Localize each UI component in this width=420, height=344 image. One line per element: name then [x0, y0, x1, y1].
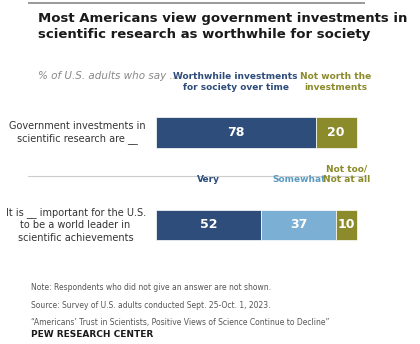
FancyBboxPatch shape	[156, 209, 261, 240]
Text: Note: Respondents who did not give an answer are not shown.: Note: Respondents who did not give an an…	[31, 283, 271, 292]
FancyBboxPatch shape	[315, 117, 357, 148]
Text: % of U.S. adults who say ...: % of U.S. adults who say ...	[38, 71, 179, 81]
Text: Somewhat: Somewhat	[272, 175, 326, 184]
FancyBboxPatch shape	[261, 209, 336, 240]
Text: Most Americans view government investments in
scientific research as worthwhile : Most Americans view government investmen…	[38, 12, 407, 41]
Text: 52: 52	[200, 218, 217, 232]
FancyBboxPatch shape	[156, 117, 315, 148]
Text: “Americans’ Trust in Scientists, Positive Views of Science Continue to Decline”: “Americans’ Trust in Scientists, Positiv…	[31, 319, 329, 327]
FancyBboxPatch shape	[336, 209, 357, 240]
Text: 10: 10	[338, 218, 355, 232]
Text: Source: Survey of U.S. adults conducted Sept. 25-Oct. 1, 2023.: Source: Survey of U.S. adults conducted …	[31, 301, 270, 310]
Text: Government investments in
scientific research are __: Government investments in scientific res…	[9, 121, 146, 144]
Text: It is __ important for the U.S.
to be a world leader in
scientific achievements: It is __ important for the U.S. to be a …	[5, 207, 146, 243]
Text: PEW RESEARCH CENTER: PEW RESEARCH CENTER	[31, 330, 153, 339]
Text: Not too/
Not at all: Not too/ Not at all	[323, 164, 370, 184]
Text: 20: 20	[327, 126, 345, 139]
Text: Very: Very	[197, 175, 220, 184]
Text: Worthwhile investments
for society over time: Worthwhile investments for society over …	[173, 73, 298, 92]
Text: 37: 37	[290, 218, 307, 232]
Text: 78: 78	[227, 126, 244, 139]
Text: Not worth the
investments: Not worth the investments	[300, 73, 372, 92]
